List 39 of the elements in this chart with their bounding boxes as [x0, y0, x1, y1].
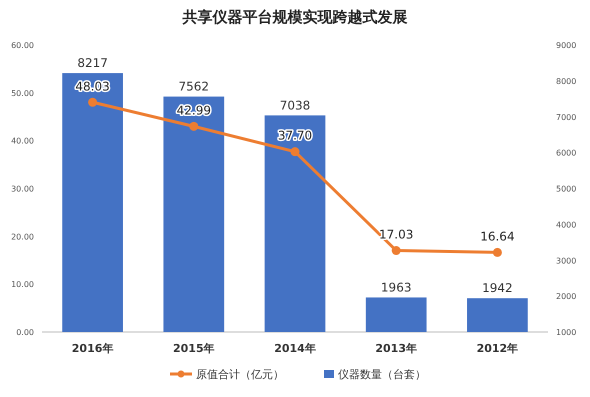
point — [189, 122, 198, 131]
data-label: 16.64 — [480, 229, 515, 244]
y2-tick-label: 20.00 — [11, 232, 34, 242]
x-tick-label: 2013年 — [375, 342, 418, 355]
y-tick-label: 4000 — [556, 220, 576, 230]
data-label: 1942 — [482, 281, 513, 296]
y-tick-label: 5000 — [556, 184, 576, 194]
y-tick-label: 1000 — [556, 328, 576, 337]
x-tick-label: 2012年 — [476, 342, 518, 355]
chart-title: 共享仪器平台规模实现跨越式发展 — [182, 8, 408, 26]
point — [290, 147, 300, 156]
legend-label: 原值合计（亿元） — [196, 368, 284, 381]
x-tick-label: 2015年 — [172, 342, 215, 355]
point — [392, 246, 401, 256]
x-tick-label: 2016年 — [72, 342, 114, 355]
data-label: 7562 — [178, 80, 210, 94]
legend-label: 仪器数量（台套） — [338, 368, 426, 381]
x-tick-label: 2014年 — [274, 342, 316, 355]
data-label: 37.70 — [278, 128, 312, 143]
y-tick-label: 2000 — [556, 292, 576, 302]
data-label: 17.03 — [379, 228, 414, 242]
y2-tick-label: 40.00 — [11, 136, 34, 146]
y-tick-label: 8000 — [556, 76, 576, 86]
point — [88, 98, 98, 107]
data-label: 42.99 — [176, 103, 211, 118]
y2-tick-label: 30.00 — [11, 184, 34, 194]
y2-tick-label: 60.00 — [11, 41, 34, 50]
y-tick-label: 7000 — [556, 112, 576, 122]
y2-tick-label: 10.00 — [11, 280, 34, 290]
point — [492, 248, 502, 257]
data-label: 1963 — [380, 280, 412, 294]
y-tick-label: 9000 — [556, 41, 576, 50]
data-label: 8217 — [77, 56, 108, 70]
y2-tick-label: 0.00 — [16, 328, 34, 337]
data-label: 48.03 — [75, 79, 110, 94]
y-tick-label: 6000 — [556, 148, 576, 158]
data-label: 7038 — [280, 98, 310, 112]
y-tick-label: 3000 — [556, 256, 576, 266]
y2-tick-label: 50.00 — [11, 88, 34, 98]
